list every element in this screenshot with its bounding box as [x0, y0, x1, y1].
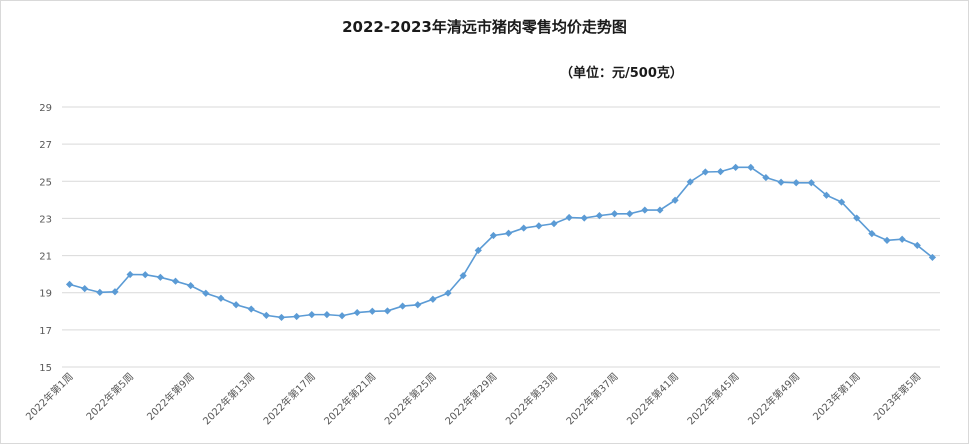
y-tick-label: 21 — [39, 252, 52, 263]
data-point — [747, 163, 755, 171]
x-tick-label: 2022年第25周 — [382, 370, 439, 427]
data-point — [898, 235, 906, 243]
data-point — [368, 307, 376, 315]
data-point — [156, 273, 164, 281]
x-tick-label: 2022年第33周 — [503, 370, 560, 427]
data-point — [262, 311, 270, 319]
data-point — [928, 253, 937, 262]
data-point — [671, 196, 679, 204]
data-point — [202, 289, 210, 297]
x-tick-label: 2022年第41周 — [624, 370, 681, 427]
data-point — [504, 229, 513, 237]
data-point — [853, 214, 861, 222]
data-point — [474, 246, 482, 254]
y-tick-label: 15 — [39, 363, 52, 374]
data-point — [626, 210, 634, 218]
data-point — [838, 198, 846, 206]
x-tick-label: 2022年第9周 — [144, 370, 197, 423]
data-point — [595, 212, 603, 220]
chart-subtitle: （单位：元/500克） — [560, 66, 683, 81]
data-point — [686, 178, 694, 186]
data-point — [277, 313, 286, 322]
y-tick-label: 27 — [39, 140, 52, 151]
data-point — [187, 282, 195, 290]
data-point — [126, 270, 134, 279]
x-tick-label: 2022年第5周 — [83, 370, 136, 423]
data-point — [232, 301, 240, 309]
x-tick-label: 2022年第45周 — [684, 370, 741, 427]
data-point — [81, 285, 89, 293]
data-point — [429, 295, 437, 303]
data-point — [414, 301, 422, 309]
data-point — [701, 168, 709, 176]
data-point — [732, 163, 740, 171]
x-tick-label: 2022年第13周 — [200, 370, 257, 427]
series-line — [69, 166, 933, 319]
data-point — [762, 173, 770, 182]
data-point — [96, 288, 104, 296]
x-tick-label: 2022年第17周 — [260, 370, 317, 427]
data-point — [217, 294, 225, 302]
data-point — [641, 206, 649, 214]
data-point — [383, 307, 392, 315]
data-point — [792, 179, 800, 187]
data-point — [535, 222, 543, 230]
data-point — [913, 241, 921, 249]
data-point — [247, 305, 255, 313]
data-point — [656, 206, 664, 214]
data-point — [489, 231, 498, 240]
data-point — [171, 277, 180, 285]
data-point — [565, 213, 573, 222]
x-tick-label: 2022年第29周 — [442, 370, 499, 427]
y-tick-label: 19 — [39, 289, 52, 300]
x-tick-label: 2023年第5周 — [871, 370, 924, 423]
y-tick-label: 23 — [39, 214, 52, 225]
data-point — [141, 271, 149, 279]
chart-title: 2022-2023年清远市猪肉零售均价走势图 — [342, 18, 627, 36]
y-tick-label: 29 — [39, 103, 52, 114]
data-point — [822, 191, 831, 199]
data-point — [323, 311, 331, 319]
y-tick-label: 17 — [39, 326, 52, 337]
data-point — [444, 289, 452, 297]
data-point — [550, 220, 558, 228]
data-point — [399, 302, 407, 310]
data-point — [868, 230, 876, 238]
data-point — [459, 272, 467, 280]
data-point — [610, 210, 619, 218]
data-point — [716, 168, 725, 176]
x-tick-label: 2022年第21周 — [321, 370, 378, 427]
data-point — [293, 312, 301, 321]
data-point — [520, 224, 528, 232]
data-point — [65, 280, 74, 288]
data-point — [338, 312, 346, 320]
y-tick-label: 25 — [39, 177, 52, 188]
data-point — [111, 288, 119, 296]
x-tick-label: 2022年第49周 — [745, 370, 802, 427]
data-point — [883, 236, 891, 244]
data-point — [353, 308, 361, 317]
data-point — [580, 214, 588, 222]
x-tick-label: 2023年第1周 — [810, 370, 863, 423]
x-tick-label: 2022年第1周 — [23, 370, 76, 423]
data-point — [807, 179, 815, 187]
data-point — [308, 311, 316, 319]
x-tick-label: 2022年第37周 — [563, 370, 620, 427]
data-point — [777, 178, 785, 186]
